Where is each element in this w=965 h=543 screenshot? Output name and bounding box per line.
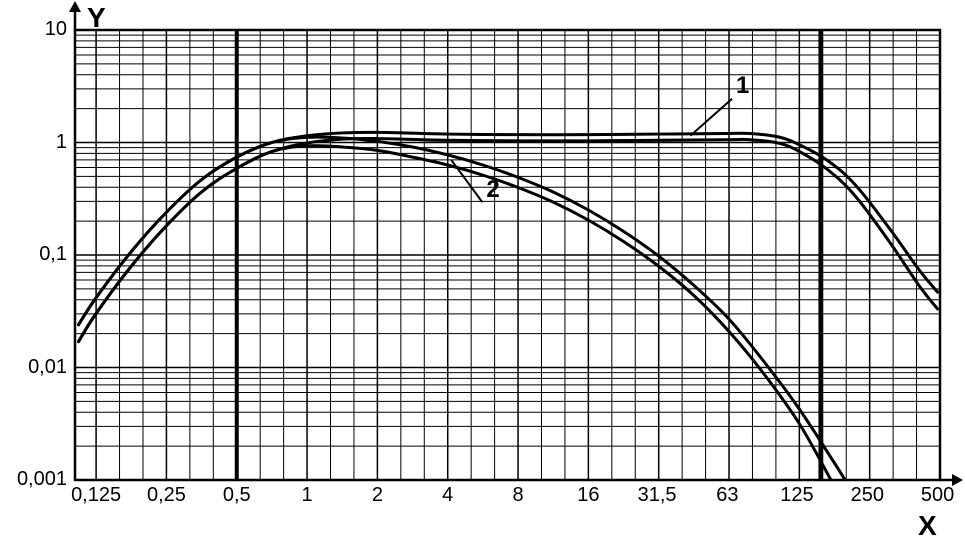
x-tick-label: 8 xyxy=(490,484,546,507)
x-tick-label: 250 xyxy=(839,484,895,507)
log-log-chart xyxy=(0,0,965,543)
y-tick-label: 10 xyxy=(45,18,67,41)
x-tick-label: 1 xyxy=(279,484,335,507)
y-tick-label: 1 xyxy=(56,131,67,154)
x-tick-label: 63 xyxy=(699,484,755,507)
x-tick-label: 0,25 xyxy=(138,484,194,507)
x-axis-title: X xyxy=(918,510,937,542)
x-tick-label: 0,5 xyxy=(209,484,265,507)
x-tick-label: 16 xyxy=(560,484,616,507)
x-tick-label: 31,5 xyxy=(629,484,685,507)
y-tick-label: 0,1 xyxy=(39,243,67,266)
y-tick-label: 0,01 xyxy=(28,356,67,379)
x-tick-label: 4 xyxy=(420,484,476,507)
x-tick-label: 500 xyxy=(910,484,965,507)
x-tick-label: 2 xyxy=(349,484,405,507)
y-tick-label: 0,001 xyxy=(17,468,67,491)
label-1: 1 xyxy=(736,72,749,100)
y-axis-arrow xyxy=(69,1,81,12)
x-tick-label: 125 xyxy=(769,484,825,507)
x-tick-label: 0,125 xyxy=(68,484,124,507)
y-axis-title: Y xyxy=(87,2,106,34)
label-2: 2 xyxy=(486,176,499,204)
